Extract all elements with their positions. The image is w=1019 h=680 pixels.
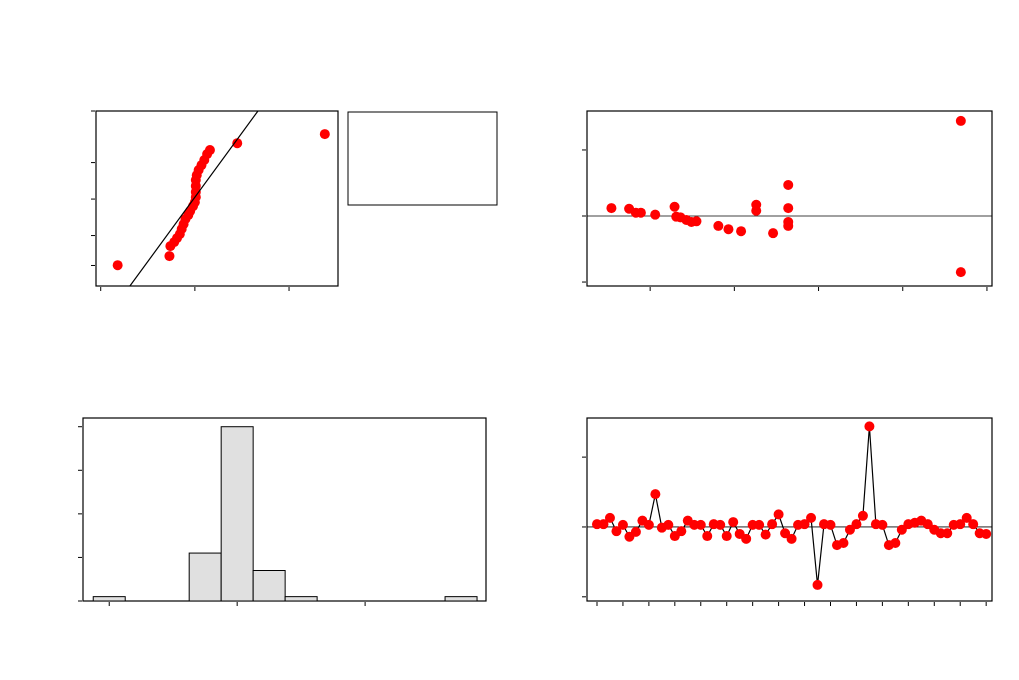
point [728,517,739,528]
point [877,519,888,530]
point [736,226,747,237]
point [751,205,762,216]
point [942,528,953,539]
point [783,220,794,231]
point [783,179,794,190]
point [955,115,966,126]
point [635,207,646,218]
point [786,533,797,544]
point [643,519,654,530]
plot-frame [586,417,993,602]
point [204,145,215,156]
point [851,519,862,530]
point [713,220,724,231]
point [721,531,732,542]
point [864,421,875,432]
plot-frame [586,110,993,287]
point [768,228,779,239]
point [760,529,771,540]
point [955,267,966,278]
point [773,509,784,520]
histogram-bar [252,570,286,602]
point [767,519,778,530]
point [232,138,243,149]
point [754,519,765,530]
point [663,519,674,530]
point [598,519,609,530]
point [606,203,617,214]
point [922,519,933,530]
point [968,519,979,530]
point [112,260,123,271]
point [611,526,622,537]
point [857,510,868,521]
point [604,512,615,523]
point [961,512,972,523]
point [691,216,702,227]
point [650,489,661,500]
point [319,129,330,140]
point [890,538,901,549]
point [799,519,810,530]
point [780,528,791,539]
plot-frame [95,110,339,287]
point [695,519,706,530]
point [838,538,849,549]
histogram-bar [92,596,126,602]
point [715,519,726,530]
point [702,531,713,542]
point [825,519,836,530]
point [896,524,907,535]
histogram-bar [188,552,222,602]
point [741,533,752,544]
point [981,528,992,539]
histogram-bar [284,596,318,602]
point [723,224,734,235]
point [676,526,687,537]
histogram-bar [444,596,478,602]
histogram-bar [220,426,254,602]
series-line [129,111,259,286]
point [164,251,175,262]
legend-box [347,111,498,206]
point [955,519,966,530]
point [650,209,661,220]
point [844,524,855,535]
point [783,203,794,214]
point [812,579,823,590]
point [806,512,817,523]
point [617,519,628,530]
point [669,201,680,212]
point [630,526,641,537]
